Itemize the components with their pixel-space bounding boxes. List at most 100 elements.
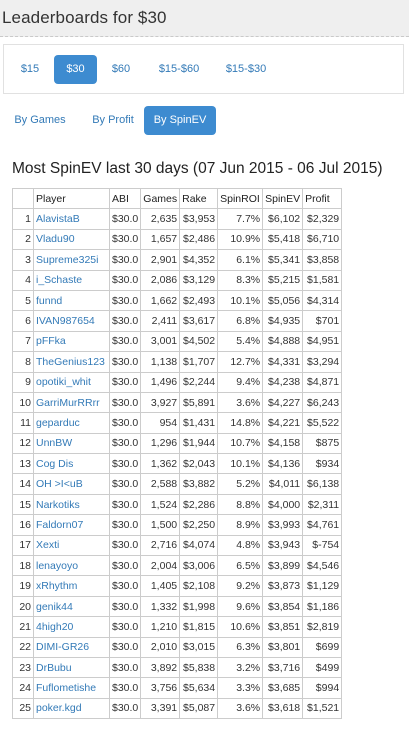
profit-cell: $1,186 [302, 595, 343, 618]
column-header-rank [12, 187, 34, 210]
profit-cell: $5,522 [302, 412, 343, 434]
player-link[interactable]: TheGenius123 [33, 351, 110, 373]
player-link[interactable]: Fuflometishe [33, 677, 110, 699]
table-row: 21 4high20 $30.0 1,210 $1,815 10.6% $3,851 $2,8… [12, 616, 343, 638]
rank-cell: 13 [12, 453, 34, 475]
leaderboard-table: Player ABI Games Rake SpinROI SpinEV Pro… [12, 187, 343, 720]
player-link[interactable]: AlavistaB [33, 208, 110, 230]
profit-cell: $6,710 [302, 228, 343, 251]
spinroi-cell: 6.3% [217, 636, 264, 658]
spinev-cell: $4,935 [262, 310, 304, 332]
player-link[interactable]: 4high20 [33, 616, 110, 638]
player-link[interactable]: Narkotiks [33, 493, 110, 516]
spinev-cell: $3,801 [262, 636, 304, 658]
player-link[interactable]: xRhythm [33, 575, 110, 597]
rank-cell: 25 [12, 697, 34, 720]
player-link[interactable]: Cog Dis [33, 453, 110, 475]
player-link[interactable]: UnnBW [33, 432, 110, 455]
tab-15-30[interactable]: $15-$30 [225, 63, 267, 75]
player-link[interactable]: poker.kgd [33, 697, 110, 720]
player-link[interactable]: DrBubu [33, 656, 110, 679]
abi-cell: $30.0 [108, 473, 142, 495]
column-header-abi[interactable]: ABI [108, 187, 142, 210]
column-header-games[interactable]: Games [140, 187, 181, 210]
column-header-spinev[interactable]: SpinEV [262, 187, 304, 210]
table-row: 3 Supreme325i $30.0 2,901 $4,352 6.1% $5,341 $3… [12, 249, 343, 271]
games-cell: 2,086 [140, 269, 181, 291]
games-cell: 1,210 [140, 616, 181, 638]
table-row: 17 Xexti $30.0 2,716 $4,074 4.8% $3,943 $-754 [12, 534, 343, 557]
player-link[interactable]: genik44 [33, 595, 110, 618]
player-link[interactable]: Vladu90 [33, 228, 110, 251]
profit-cell: $1,521 [302, 697, 343, 720]
rake-cell: $4,352 [179, 249, 219, 271]
rank-cell: 3 [12, 249, 34, 271]
tab-by-spinev[interactable]: By SpinEV [144, 106, 216, 135]
rake-cell: $5,634 [179, 677, 219, 699]
profit-cell: $1,581 [302, 269, 343, 291]
games-cell: 1,496 [140, 371, 181, 393]
tab-by-profit[interactable]: By Profit [92, 114, 134, 126]
spinroi-cell: 7.7% [217, 208, 264, 230]
column-header-player[interactable]: Player [33, 187, 110, 210]
rank-cell: 24 [12, 677, 34, 699]
table-row: 5 funnd $30.0 1,662 $2,493 10.1% $5,056 $4,314 [12, 289, 343, 312]
tab-15-60[interactable]: $15-$60 [158, 63, 200, 75]
games-cell: 1,332 [140, 595, 181, 618]
rank-cell: 10 [12, 391, 34, 414]
rank-cell: 6 [12, 310, 34, 332]
profit-cell: $701 [302, 310, 343, 332]
tab-by-games[interactable]: By Games [14, 114, 66, 126]
rake-cell: $2,244 [179, 371, 219, 393]
profit-cell: $4,871 [302, 371, 343, 393]
spinroi-cell: 4.8% [217, 534, 264, 557]
games-cell: 1,524 [140, 493, 181, 516]
spinroi-cell: 10.1% [217, 289, 264, 312]
games-cell: 1,405 [140, 575, 181, 597]
player-link[interactable]: OH >I<uB [33, 473, 110, 495]
spinroi-cell: 10.6% [217, 616, 264, 638]
player-link[interactable]: IVAN987654 [33, 310, 110, 332]
tab-15[interactable]: $15 [20, 63, 40, 75]
tab-60[interactable]: $60 [111, 63, 131, 75]
table-row: 6 IVAN987654 $30.0 2,411 $3,617 6.8% $4,935 $70… [12, 310, 343, 332]
player-link[interactable]: Supreme325i [33, 249, 110, 271]
rake-cell: $4,074 [179, 534, 219, 557]
abi-cell: $30.0 [108, 371, 142, 393]
spinev-cell: $3,685 [262, 677, 304, 699]
spinev-cell: $6,102 [262, 208, 304, 230]
rake-cell: $1,998 [179, 595, 219, 618]
rake-cell: $2,043 [179, 453, 219, 475]
profit-cell: $2,329 [302, 208, 343, 230]
spinroi-cell: 9.2% [217, 575, 264, 597]
abi-cell: $30.0 [108, 616, 142, 638]
rake-cell: $2,493 [179, 289, 219, 312]
column-header-rake[interactable]: Rake [179, 187, 219, 210]
tab-30[interactable]: $30 [54, 55, 97, 84]
spinev-cell: $3,899 [262, 555, 304, 577]
spinroi-cell: 10.1% [217, 453, 264, 475]
profit-cell: $6,243 [302, 391, 343, 414]
table-row: 15 Narkotiks $30.0 1,524 $2,286 8.8% $4,000 $2,… [12, 493, 343, 516]
player-link[interactable]: opotiki_whit [33, 371, 110, 393]
player-link[interactable]: lenayoyo [33, 555, 110, 577]
player-link[interactable]: i_Schaste [33, 269, 110, 291]
player-link[interactable]: GarriMurRRrr [33, 391, 110, 414]
profit-cell: $934 [302, 453, 343, 475]
spinev-cell: $3,873 [262, 575, 304, 597]
player-link[interactable]: Xexti [33, 534, 110, 557]
rake-cell: $3,617 [179, 310, 219, 332]
table-row: 2 Vladu90 $30.0 1,657 $2,486 10.9% $5,418 $6,71… [12, 228, 343, 251]
player-link[interactable]: DIMI-GR26 [33, 636, 110, 658]
player-link[interactable]: pFFka [33, 330, 110, 353]
player-link[interactable]: Faldorn07 [33, 514, 110, 536]
player-link[interactable]: geparduc [33, 412, 110, 434]
column-header-spinroi[interactable]: SpinROI [217, 187, 264, 210]
table-row: 22 DIMI-GR26 $30.0 2,010 $3,015 6.3% $3,801 $69… [12, 636, 343, 658]
column-header-profit[interactable]: Profit [302, 187, 343, 210]
profit-cell: $3,858 [302, 249, 343, 271]
spinev-cell: $4,011 [262, 473, 304, 495]
rank-cell: 20 [12, 595, 34, 618]
abi-cell: $30.0 [108, 269, 142, 291]
player-link[interactable]: funnd [33, 289, 110, 312]
